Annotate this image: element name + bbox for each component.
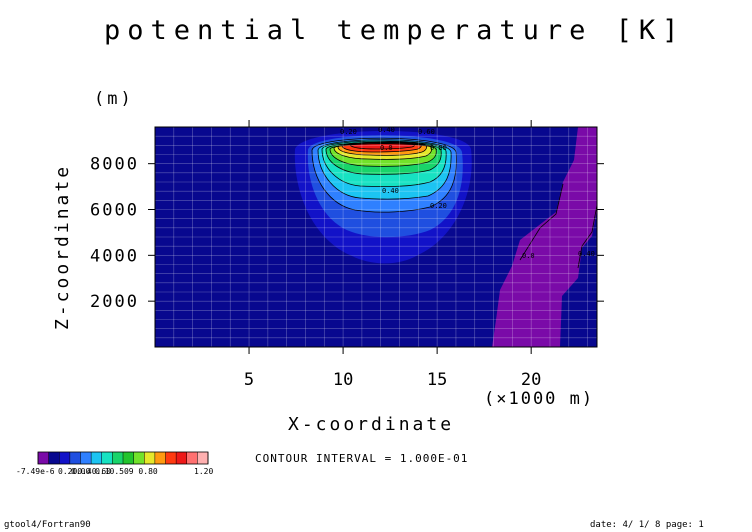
x-tick-label: 20 bbox=[521, 370, 541, 390]
colorbar-swatch bbox=[91, 452, 103, 464]
contour-label: 0.20 bbox=[430, 202, 447, 210]
y-axis-ticks: 2000 4000 6000 8000 bbox=[90, 155, 604, 312]
contour-label: 0.0 bbox=[380, 144, 393, 152]
contour-label: 0.0 bbox=[522, 252, 535, 260]
colorbar-swatch bbox=[80, 452, 92, 464]
colorbar-swatch bbox=[38, 452, 50, 464]
contour-label: 0.40 bbox=[378, 126, 395, 134]
colorbar-min-label: -7.49e-6 bbox=[16, 467, 55, 476]
footer-program-label: gtool4/Fortran90 bbox=[4, 520, 91, 530]
colorbar-swatch bbox=[133, 452, 145, 464]
contour-line-8 bbox=[341, 141, 422, 153]
plume-contour-right bbox=[577, 204, 597, 269]
colorbar bbox=[37, 451, 209, 465]
contour-line-5 bbox=[329, 143, 437, 167]
contour-label: 0.40 bbox=[382, 187, 399, 195]
y-tick-label: 6000 bbox=[90, 201, 139, 221]
contour-line-6 bbox=[333, 142, 432, 160]
y-tick-label: 2000 bbox=[90, 292, 139, 312]
y-tick-label: 4000 bbox=[90, 246, 139, 266]
y-axis-label: Z-coordinate bbox=[52, 164, 73, 330]
colorbar-overlap-labels: 0.00 0.10.509 0.80 bbox=[71, 467, 158, 476]
colorbar-swatch bbox=[176, 452, 188, 464]
colorbar-swatch bbox=[144, 452, 156, 464]
chart-title: potential temperature [K] bbox=[104, 15, 685, 46]
colorbar-frame bbox=[37, 451, 209, 465]
grid-lines bbox=[155, 127, 597, 347]
y-tick-label: 8000 bbox=[90, 155, 139, 175]
x-tick-label: 15 bbox=[427, 370, 447, 390]
colorbar-swatch bbox=[69, 452, 81, 464]
contour-fills bbox=[294, 127, 597, 347]
x-tick-label: 10 bbox=[333, 370, 353, 390]
y-axis-unit: (m) bbox=[94, 89, 134, 109]
colorbar-mid-labels: 0.200.40.60 bbox=[58, 467, 111, 476]
colorbar-swatch bbox=[59, 452, 71, 464]
x-axis-ticks: 5 10 15 20 bbox=[244, 120, 541, 390]
contour-line-9 bbox=[349, 142, 415, 150]
plot-area: 0.20 0.40 0.60 0.80 0.40 0.20 0.40 0.0 0.0 bbox=[154, 126, 598, 348]
contour-line-2 bbox=[317, 139, 452, 200]
contour-label: 0.80 bbox=[430, 144, 447, 152]
contour-lines bbox=[311, 137, 597, 269]
colorbar-swatch bbox=[123, 452, 135, 464]
colorbar-swatch bbox=[48, 452, 60, 464]
colorbar-swatch bbox=[165, 452, 177, 464]
footer-date-page: date: 4/ 1/ 8 page: 1 bbox=[590, 520, 704, 530]
purple-plume bbox=[492, 127, 597, 347]
colorbar-swatch bbox=[186, 452, 198, 464]
colorbar-max-label: 1.20 bbox=[194, 467, 213, 476]
x-axis-label: X-coordinate bbox=[288, 414, 454, 435]
colorbar-swatch bbox=[101, 452, 113, 464]
contour-label: 0.60 bbox=[418, 128, 435, 136]
colorbar-swatch bbox=[154, 452, 166, 464]
colorbar-swatch bbox=[197, 452, 209, 464]
contour-label: 0.20 bbox=[340, 128, 357, 136]
contour-label: 0.40 bbox=[578, 250, 595, 258]
contour-line-3 bbox=[321, 140, 447, 187]
plot-frame bbox=[154, 126, 598, 348]
x-tick-label: 5 bbox=[244, 370, 254, 390]
contour-line-1 bbox=[311, 137, 457, 213]
x-axis-unit: (×1000 m) bbox=[484, 389, 594, 409]
plume-contour-left bbox=[519, 183, 564, 261]
contour-interval-text: CONTOUR INTERVAL = 1.000E-01 bbox=[255, 452, 468, 465]
colorbar-swatch bbox=[112, 452, 124, 464]
